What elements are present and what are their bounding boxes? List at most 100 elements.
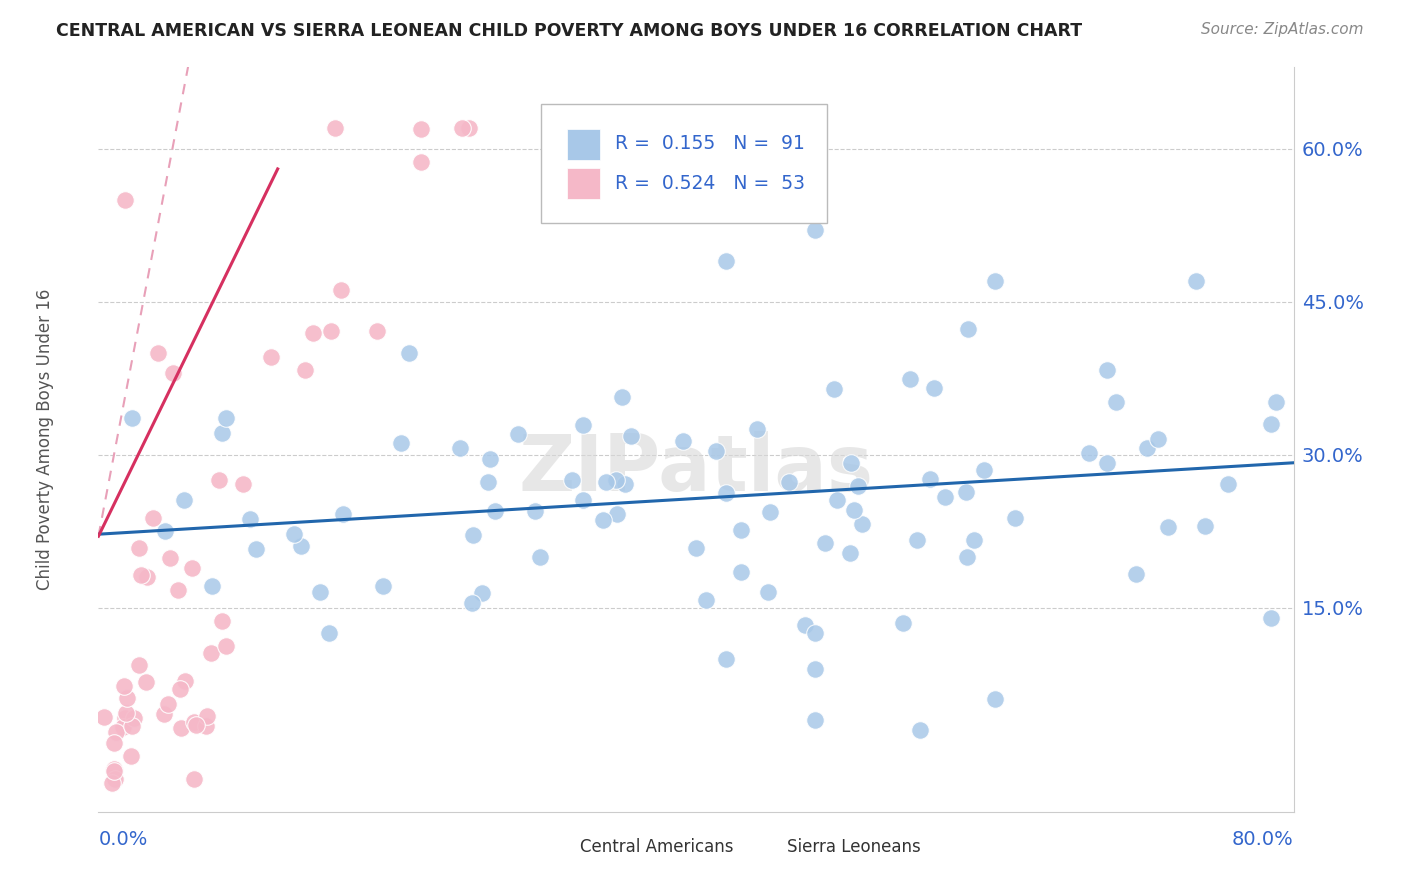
Point <box>529 549 551 564</box>
Point <box>685 541 707 556</box>
Point <box>461 528 484 542</box>
Point <box>922 381 945 395</box>
Point <box>215 411 238 425</box>
Point <box>793 617 815 632</box>
Point <box>1097 456 1119 470</box>
Point <box>245 541 267 556</box>
Point <box>1185 274 1208 288</box>
Point <box>714 651 737 665</box>
Point <box>842 503 865 517</box>
Point <box>318 625 340 640</box>
Point <box>104 772 127 787</box>
Point <box>101 775 124 789</box>
Point <box>759 505 782 519</box>
Point <box>115 706 138 721</box>
Point <box>239 512 262 526</box>
Point <box>605 507 627 521</box>
Point <box>142 511 165 525</box>
Point <box>211 614 233 628</box>
Point <box>1216 476 1239 491</box>
Point <box>561 473 583 487</box>
Point <box>756 584 779 599</box>
Text: 80.0%: 80.0% <box>1232 830 1294 849</box>
Point <box>1265 395 1288 409</box>
Point <box>153 524 176 539</box>
Point <box>451 121 474 136</box>
Point <box>846 479 869 493</box>
Point <box>905 533 928 547</box>
FancyBboxPatch shape <box>541 104 827 223</box>
Point <box>524 504 547 518</box>
Point <box>1135 441 1157 455</box>
Point <box>1194 519 1216 533</box>
Point <box>389 436 412 450</box>
Point <box>120 748 142 763</box>
Point <box>957 322 980 336</box>
Point <box>1260 611 1282 625</box>
Point <box>1157 519 1180 533</box>
Point <box>745 422 768 436</box>
Point <box>934 491 956 505</box>
Point <box>572 493 595 508</box>
Point <box>778 475 800 490</box>
Point <box>963 533 986 547</box>
Point <box>839 456 862 470</box>
Point <box>825 493 848 508</box>
Point <box>461 595 484 609</box>
Point <box>605 474 627 488</box>
Point <box>232 476 254 491</box>
Point <box>122 711 145 725</box>
Point <box>704 443 727 458</box>
Text: ZIPatlas: ZIPatlas <box>519 431 873 508</box>
Point <box>260 350 283 364</box>
Point <box>200 579 222 593</box>
Point <box>409 155 432 169</box>
Point <box>208 473 231 487</box>
Point <box>135 674 157 689</box>
Point <box>121 719 143 733</box>
Point <box>730 565 752 579</box>
Point <box>167 582 190 597</box>
Point <box>195 708 218 723</box>
Point <box>506 427 529 442</box>
Point <box>1125 566 1147 581</box>
FancyBboxPatch shape <box>567 128 600 160</box>
Point <box>458 121 481 136</box>
Point <box>169 681 191 696</box>
Point <box>103 764 125 779</box>
Point <box>695 592 717 607</box>
Point <box>973 462 995 476</box>
Point <box>148 345 170 359</box>
Point <box>804 662 827 676</box>
Point <box>159 551 181 566</box>
Point <box>1095 363 1118 377</box>
Point <box>898 371 921 385</box>
Point <box>908 723 931 737</box>
Text: R =  0.524   N =  53: R = 0.524 N = 53 <box>614 174 804 194</box>
Text: Child Poverty Among Boys Under 16: Child Poverty Among Boys Under 16 <box>35 289 53 590</box>
Point <box>1147 432 1170 446</box>
Point <box>174 673 197 688</box>
Point <box>200 646 222 660</box>
Point <box>283 527 305 541</box>
Point <box>955 485 977 500</box>
Text: Source: ZipAtlas.com: Source: ZipAtlas.com <box>1201 22 1364 37</box>
Point <box>1105 395 1128 409</box>
Point <box>153 706 176 721</box>
Point <box>114 193 136 207</box>
Point <box>804 713 827 727</box>
Point <box>323 121 346 136</box>
Point <box>398 346 420 360</box>
Point <box>112 679 135 693</box>
Point <box>1260 417 1282 431</box>
Point <box>838 546 860 560</box>
Point <box>824 382 846 396</box>
Point <box>330 283 353 297</box>
Text: Central Americans: Central Americans <box>581 838 734 855</box>
Point <box>610 390 633 404</box>
Point <box>371 579 394 593</box>
Point <box>716 486 738 500</box>
Point <box>572 417 595 432</box>
Text: Sierra Leoneans: Sierra Leoneans <box>787 838 921 855</box>
Point <box>162 366 184 380</box>
